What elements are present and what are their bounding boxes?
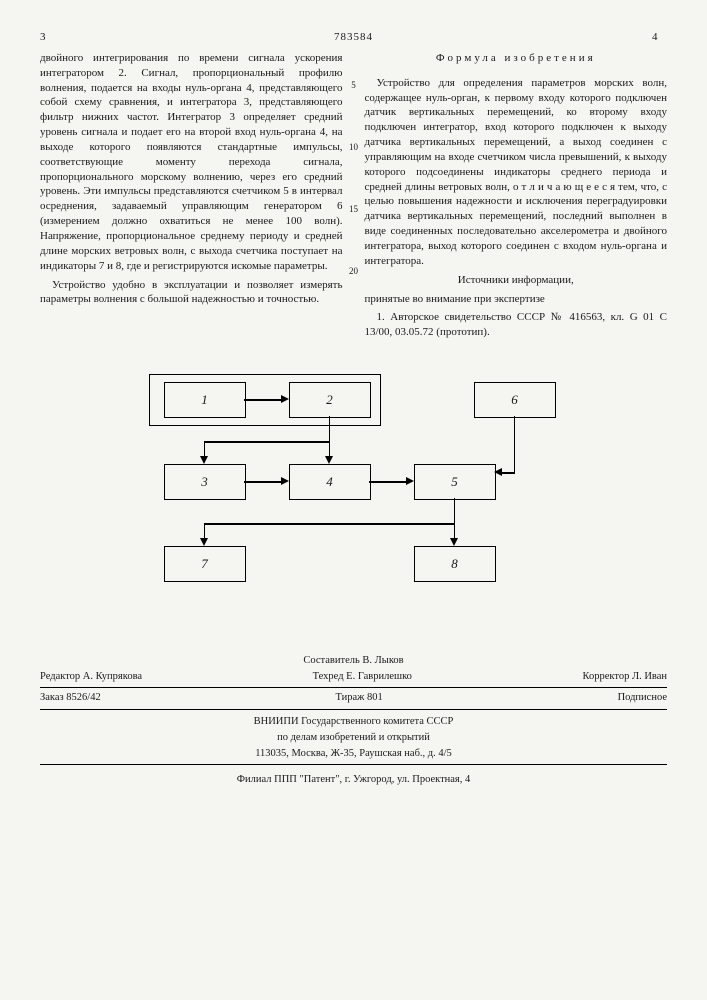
org-line-2: по делам изобретений и открытий bbox=[40, 731, 667, 745]
block-1: 1 bbox=[164, 382, 246, 418]
corrector-credit: Корректор Л. Иван bbox=[583, 670, 667, 684]
left-para-2: Устройство удобно в эксплуатации и позво… bbox=[40, 278, 343, 308]
page-header: 3 783584 4 bbox=[40, 30, 667, 45]
org-address: 113035, Москва, Ж-35, Раушская наб., д. … bbox=[40, 747, 667, 765]
left-column: двойного интегрирования по времени сигна… bbox=[40, 51, 343, 344]
block-7: 7 bbox=[164, 546, 246, 582]
formula-title: Формула изобретения bbox=[365, 51, 668, 66]
page-number-right: 4 bbox=[652, 30, 667, 45]
publication-row: Заказ 8526/42 Тираж 801 Подписное bbox=[40, 691, 667, 709]
left-para-1: двойного интегрирования по времени сигна… bbox=[40, 51, 343, 274]
techred-credit: Техред Е. Гаврилешко bbox=[313, 670, 412, 684]
block-5: 5 bbox=[414, 464, 496, 500]
tirage: Тираж 801 bbox=[335, 691, 382, 705]
block-4: 4 bbox=[289, 464, 371, 500]
block-8: 8 bbox=[414, 546, 496, 582]
source-1: 1. Авторское свидетельство СССР № 416563… bbox=[365, 310, 668, 340]
block-2: 2 bbox=[289, 382, 371, 418]
editor-credit: Редактор А. Купрякова bbox=[40, 670, 142, 684]
compiler-credit: Составитель В. Лыков bbox=[40, 654, 667, 668]
credits-row: Редактор А. Купрякова Техред Е. Гаврилеш… bbox=[40, 670, 667, 688]
right-para-1: Устройство для определения параметров мо… bbox=[365, 76, 668, 269]
page-number-left: 3 bbox=[40, 30, 55, 45]
sources-title: Источники информации, bbox=[365, 273, 668, 288]
document-number: 783584 bbox=[55, 30, 652, 45]
org-line-1: ВНИИПИ Государственного комитета СССР bbox=[40, 715, 667, 729]
footer: Составитель В. Лыков Редактор А. Купряко… bbox=[40, 654, 667, 787]
signed: Подписное bbox=[618, 691, 667, 705]
sources-sub: принятые во внимание при экспертизе bbox=[365, 292, 668, 307]
text-columns: 5 10 15 20 двойного интегрирования по вр… bbox=[40, 51, 667, 344]
block-6: 6 bbox=[474, 382, 556, 418]
block-diagram: 1 2 6 3 4 5 7 8 bbox=[139, 374, 569, 594]
branch-line: Филиал ППП "Патент", г. Ужгород, ул. Про… bbox=[40, 773, 667, 787]
order-number: Заказ 8526/42 bbox=[40, 691, 101, 705]
line-numbers: 5 10 15 20 bbox=[345, 51, 363, 278]
block-3: 3 bbox=[164, 464, 246, 500]
right-column: Формула изобретения Устройство для опред… bbox=[365, 51, 668, 344]
